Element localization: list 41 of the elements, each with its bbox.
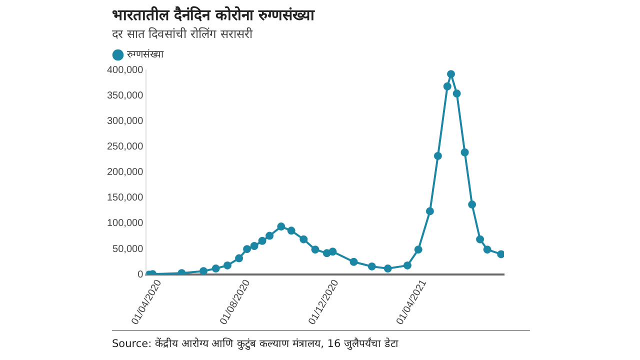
y-tick-label: 250,000	[106, 141, 144, 152]
point	[235, 254, 244, 262]
y-tick-label: 100,000	[106, 218, 144, 230]
point	[460, 148, 469, 156]
point	[497, 250, 504, 258]
point	[403, 261, 412, 270]
y-tick-label: 0	[138, 269, 144, 280]
point	[212, 264, 220, 273]
point	[199, 267, 208, 275]
point	[243, 245, 252, 254]
point	[368, 262, 376, 270]
point	[434, 152, 442, 160]
point	[443, 82, 452, 90]
point	[250, 242, 258, 250]
point	[223, 261, 232, 270]
source-note: Source: केंद्रीय आरोग्य आणि कुटुंब कल्याण मंत्रालय, 16 जुलैपर्यंचा डेटा	[112, 336, 398, 350]
y-tick-label: 150,000	[106, 192, 144, 204]
point	[414, 246, 422, 254]
point	[350, 258, 358, 266]
point	[426, 207, 434, 216]
point	[266, 232, 274, 240]
y-tick-label: 300,000	[106, 116, 144, 127]
chart-title: भारतातील दैनंदिन कोरोना रुग्णसंख्या	[112, 5, 315, 24]
legend-label: रुग्णसंख्या	[127, 48, 164, 61]
point	[311, 246, 320, 254]
point	[476, 235, 484, 244]
point	[287, 226, 296, 235]
point	[468, 200, 476, 209]
y-tick-label: 200,000	[106, 167, 144, 178]
point	[447, 70, 456, 78]
y-tick-label: 50,000	[112, 244, 144, 255]
chart-subtitle: दर सात दिवसांची रोलिंग सरासरी	[112, 26, 252, 42]
point	[384, 264, 392, 273]
point	[328, 248, 337, 256]
y-tick-label: 350,000	[106, 90, 144, 102]
point	[300, 235, 308, 244]
point	[258, 236, 266, 245]
y-tick-label: 400,000	[106, 64, 144, 76]
point	[452, 90, 461, 98]
point	[483, 246, 492, 254]
point	[277, 222, 286, 231]
